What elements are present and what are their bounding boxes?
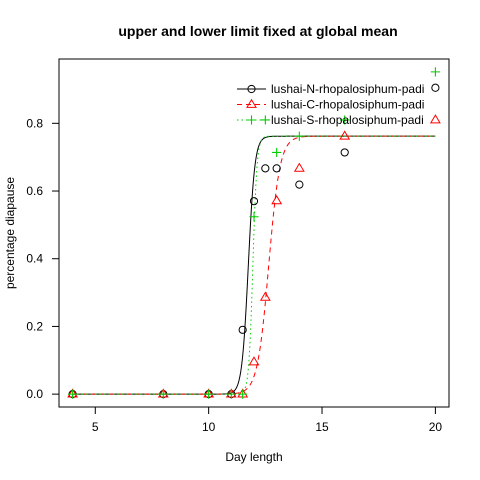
legend-label: lushai-N-rhopalosiphum-padi bbox=[271, 82, 424, 96]
data-point-plus bbox=[294, 131, 304, 141]
data-point-circle bbox=[340, 148, 349, 157]
y-axis-label: percentage diapause bbox=[3, 177, 17, 289]
y-tick-label: 0.4 bbox=[26, 252, 43, 266]
legend-label: lushai-C-rhopalosiphum-padi bbox=[271, 98, 424, 112]
y-tick-label: 0.8 bbox=[26, 116, 43, 130]
data-point-plus bbox=[158, 389, 168, 399]
data-points bbox=[67, 67, 441, 399]
data-point-circle bbox=[431, 83, 440, 92]
data-point-triangle bbox=[339, 130, 351, 140]
y-tick-label: 0.2 bbox=[26, 319, 43, 333]
y-tick-label: 0.0 bbox=[26, 387, 43, 401]
data-point-circle bbox=[272, 164, 281, 173]
data-point-triangle bbox=[293, 162, 305, 172]
data-point-triangle bbox=[271, 195, 283, 205]
x-axis: 5 10 15 20 bbox=[92, 407, 442, 434]
data-point-circle bbox=[238, 325, 247, 334]
y-tick-label: 0.6 bbox=[26, 184, 43, 198]
x-tick-label: 15 bbox=[315, 420, 329, 434]
x-tick-label: 5 bbox=[92, 420, 99, 434]
data-point-circle bbox=[249, 197, 259, 206]
data-point-triangle bbox=[248, 356, 260, 366]
data-point-plus bbox=[430, 67, 440, 77]
y-axis: 0.0 0.2 0.4 0.6 0.8 bbox=[26, 116, 59, 401]
legend-marker bbox=[247, 84, 256, 94]
data-point-triangle bbox=[429, 114, 441, 124]
data-point-triangle bbox=[259, 291, 271, 301]
legend-label: lushai-S-rhopalosiphum-padi bbox=[271, 113, 424, 127]
x-axis-label: Day length bbox=[225, 450, 282, 464]
legend-marker bbox=[246, 98, 257, 108]
fitted-curve bbox=[72, 135, 436, 395]
data-point-plus bbox=[68, 389, 78, 399]
data-point-plus bbox=[249, 212, 259, 222]
x-tick-label: 10 bbox=[202, 420, 216, 434]
data-point-plus bbox=[340, 115, 350, 125]
data-point-plus bbox=[272, 147, 282, 158]
fitted-curve bbox=[72, 135, 436, 395]
data-point-plus bbox=[226, 389, 236, 399]
x-tick-label: 20 bbox=[429, 420, 443, 434]
plot-frame bbox=[58, 58, 450, 408]
data-point-plus bbox=[238, 389, 248, 399]
data-point-circle bbox=[295, 180, 304, 189]
chart-title: upper and lower limit fixed at global me… bbox=[118, 23, 397, 39]
data-point-circle bbox=[261, 164, 270, 173]
data-point-plus bbox=[204, 389, 214, 399]
legend: lushai-N-rhopalosiphum-padi lushai-C-rhop… bbox=[237, 82, 424, 127]
fitted-curves bbox=[72, 135, 436, 395]
fitted-curve bbox=[72, 135, 436, 395]
legend-marker bbox=[246, 115, 257, 125]
